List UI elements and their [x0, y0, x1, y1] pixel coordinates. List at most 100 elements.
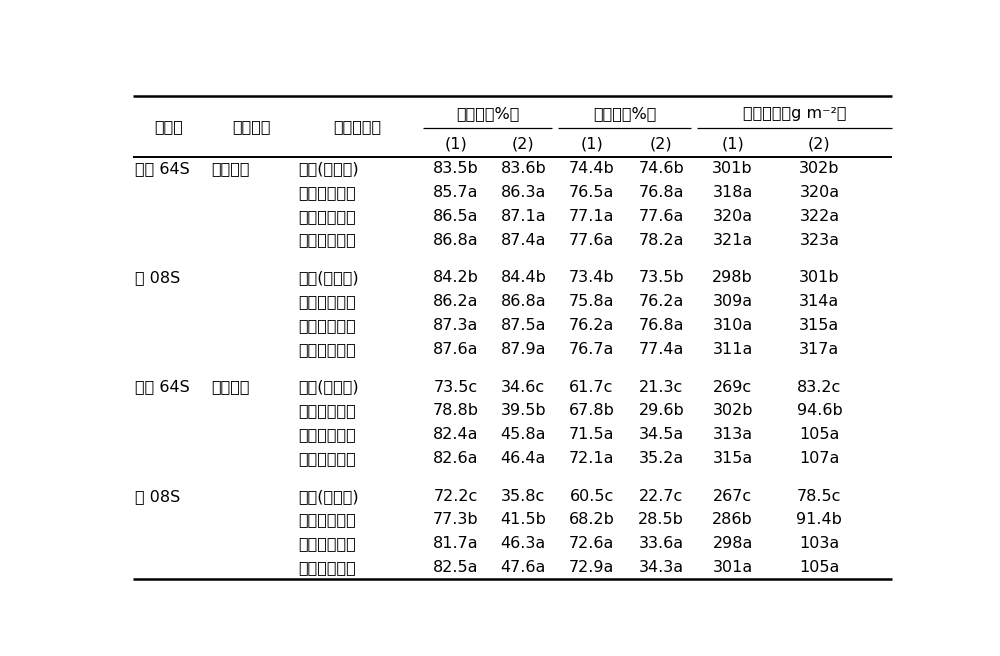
- Text: 72.6a: 72.6a: [569, 536, 614, 551]
- Text: 302b: 302b: [712, 403, 753, 419]
- Text: 34.5a: 34.5a: [639, 427, 684, 442]
- Text: 45.8a: 45.8a: [501, 427, 546, 442]
- Text: 91.4b: 91.4b: [796, 512, 842, 527]
- Text: 77.1a: 77.1a: [569, 209, 614, 224]
- Text: (1): (1): [721, 136, 744, 152]
- Text: 298b: 298b: [712, 270, 753, 285]
- Text: 76.8a: 76.8a: [639, 185, 684, 200]
- Text: 对照(喷清水): 对照(喷清水): [298, 380, 358, 395]
- Text: 76.5a: 76.5a: [569, 185, 614, 200]
- Text: 培矮 64S: 培矮 64S: [135, 380, 190, 395]
- Text: 中浓度促进剂: 中浓度促进剂: [298, 209, 356, 224]
- Text: 107a: 107a: [799, 451, 840, 466]
- Text: 286b: 286b: [712, 512, 753, 527]
- Text: 310a: 310a: [712, 318, 753, 333]
- Text: 高浓度促进剂: 高浓度促进剂: [298, 560, 356, 575]
- Text: 低浓度促进剂: 低浓度促进剂: [298, 403, 356, 419]
- Text: 对照(喷清水): 对照(喷清水): [298, 489, 358, 504]
- Text: 86.8a: 86.8a: [501, 295, 546, 309]
- Text: 269c: 269c: [713, 380, 752, 395]
- Text: 78.2a: 78.2a: [639, 233, 684, 247]
- Text: 21.3c: 21.3c: [639, 380, 683, 395]
- Text: 317a: 317a: [799, 342, 840, 357]
- Text: 313a: 313a: [713, 427, 753, 442]
- Text: 72.9a: 72.9a: [569, 560, 614, 575]
- Text: (1): (1): [580, 136, 603, 152]
- Text: 315a: 315a: [799, 318, 840, 333]
- Text: 46.4a: 46.4a: [501, 451, 546, 466]
- Text: 61.7c: 61.7c: [569, 380, 614, 395]
- Text: 22.7c: 22.7c: [639, 489, 683, 504]
- Text: 不育系: 不育系: [155, 119, 184, 134]
- Text: (2): (2): [808, 136, 831, 152]
- Text: 低浓度促进剂: 低浓度促进剂: [298, 512, 356, 527]
- Text: 87.4a: 87.4a: [501, 233, 546, 247]
- Text: 低浓度促进剂: 低浓度促进剂: [298, 295, 356, 309]
- Text: 对照(喷清水): 对照(喷清水): [298, 161, 358, 176]
- Text: 47.6a: 47.6a: [501, 560, 546, 575]
- Text: 对照(喷清水): 对照(喷清水): [298, 270, 358, 285]
- Text: 77.6a: 77.6a: [569, 233, 614, 247]
- Text: 低浓度促进剂: 低浓度促进剂: [298, 185, 356, 200]
- Text: 311a: 311a: [712, 342, 753, 357]
- Text: 82.5a: 82.5a: [433, 560, 479, 575]
- Text: 71.5a: 71.5a: [569, 427, 614, 442]
- Text: 320a: 320a: [713, 209, 753, 224]
- Text: 298a: 298a: [712, 536, 753, 551]
- Text: 87.9a: 87.9a: [501, 342, 546, 357]
- Text: 35.2a: 35.2a: [639, 451, 684, 466]
- Text: 321a: 321a: [712, 233, 753, 247]
- Text: 33.6a: 33.6a: [639, 536, 684, 551]
- Text: 82.6a: 82.6a: [433, 451, 479, 466]
- Text: 83.5b: 83.5b: [433, 161, 479, 176]
- Text: 促进剂处理: 促进剂处理: [333, 119, 382, 134]
- Text: 高浓度促进剂: 高浓度促进剂: [298, 233, 356, 247]
- Text: 83.2c: 83.2c: [797, 380, 842, 395]
- Text: 302b: 302b: [799, 161, 840, 176]
- Text: 76.8a: 76.8a: [639, 318, 684, 333]
- Text: 中浓度促进剂: 中浓度促进剂: [298, 318, 356, 333]
- Text: 87.5a: 87.5a: [501, 318, 546, 333]
- Text: 35.8c: 35.8c: [501, 489, 545, 504]
- Text: 94.6b: 94.6b: [797, 403, 842, 419]
- Text: 81.7a: 81.7a: [433, 536, 479, 551]
- Text: 41.5b: 41.5b: [500, 512, 546, 527]
- Text: 73.5c: 73.5c: [434, 380, 478, 395]
- Text: 105a: 105a: [799, 560, 840, 575]
- Text: 78.5c: 78.5c: [797, 489, 842, 504]
- Text: 72.1a: 72.1a: [569, 451, 614, 466]
- Text: 39.5b: 39.5b: [501, 403, 546, 419]
- Text: 87.3a: 87.3a: [433, 318, 479, 333]
- Text: 结实率（%）: 结实率（%）: [593, 106, 656, 121]
- Text: 315a: 315a: [712, 451, 753, 466]
- Text: 培矮 64S: 培矮 64S: [135, 161, 190, 176]
- Text: 高温处理: 高温处理: [211, 380, 250, 395]
- Text: 301b: 301b: [712, 161, 753, 176]
- Text: 301a: 301a: [712, 560, 753, 575]
- Text: 78.8b: 78.8b: [433, 403, 479, 419]
- Text: 86.8a: 86.8a: [433, 233, 479, 247]
- Text: 85.7a: 85.7a: [433, 185, 479, 200]
- Text: 开颖率（%）: 开颖率（%）: [456, 106, 519, 121]
- Text: 中浓度促进剂: 中浓度促进剂: [298, 427, 356, 442]
- Text: 正常温度: 正常温度: [211, 161, 250, 176]
- Text: 105a: 105a: [799, 427, 840, 442]
- Text: 67.8b: 67.8b: [569, 403, 614, 419]
- Text: 46.3a: 46.3a: [501, 536, 546, 551]
- Text: 314a: 314a: [799, 295, 840, 309]
- Text: 29.6b: 29.6b: [638, 403, 684, 419]
- Text: 68.2b: 68.2b: [569, 512, 614, 527]
- Text: 76.7a: 76.7a: [569, 342, 614, 357]
- Text: 87.1a: 87.1a: [501, 209, 546, 224]
- Text: 深 08S: 深 08S: [135, 270, 180, 285]
- Text: 77.4a: 77.4a: [639, 342, 684, 357]
- Text: 75.8a: 75.8a: [569, 295, 614, 309]
- Text: 84.2b: 84.2b: [433, 270, 479, 285]
- Text: 309a: 309a: [713, 295, 753, 309]
- Text: 34.6c: 34.6c: [501, 380, 545, 395]
- Text: 103a: 103a: [799, 536, 840, 551]
- Text: 深 08S: 深 08S: [135, 489, 180, 504]
- Text: 中浓度促进剂: 中浓度促进剂: [298, 536, 356, 551]
- Text: 74.4b: 74.4b: [569, 161, 614, 176]
- Text: 86.5a: 86.5a: [433, 209, 479, 224]
